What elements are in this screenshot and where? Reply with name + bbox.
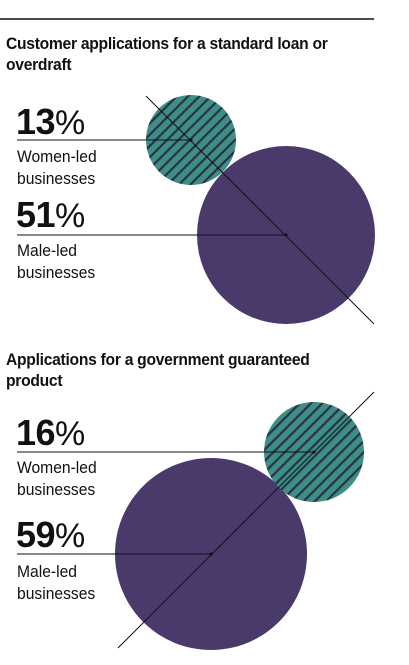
diagonal-line-2: [117, 391, 375, 649]
diagonal-line-1: [145, 95, 375, 325]
value-number: 13: [16, 101, 56, 142]
value-women-led-1: 13%: [16, 101, 85, 142]
label-male-led-2: Male-led businesses: [17, 562, 96, 603]
percent-sign: %: [55, 517, 85, 555]
value-number: 51: [16, 194, 56, 235]
percent-sign: %: [55, 197, 85, 235]
percent-sign: %: [55, 104, 85, 142]
chart-1-title: Customer applications for a standard loa…: [6, 34, 328, 74]
marker-women-led-2: [312, 450, 316, 454]
percent-sign: %: [55, 415, 85, 453]
value-male-led-2: 59%: [16, 514, 85, 555]
value-women-led-2: 16%: [16, 412, 85, 453]
marker-male-led-2: [209, 552, 213, 556]
value-male-led-1: 51%: [16, 194, 85, 235]
value-number: 59: [16, 514, 56, 555]
marker-male-led-1: [284, 233, 288, 237]
marker-women-led-1: [189, 138, 193, 142]
label-male-led-1: Male-led businesses: [17, 241, 96, 282]
value-number: 16: [16, 412, 56, 453]
label-women-led-2: Women-led businesses: [17, 458, 97, 499]
chart-2-title: Applications for a government guaranteed…: [6, 350, 310, 390]
label-women-led-1: Women-led businesses: [17, 147, 97, 188]
